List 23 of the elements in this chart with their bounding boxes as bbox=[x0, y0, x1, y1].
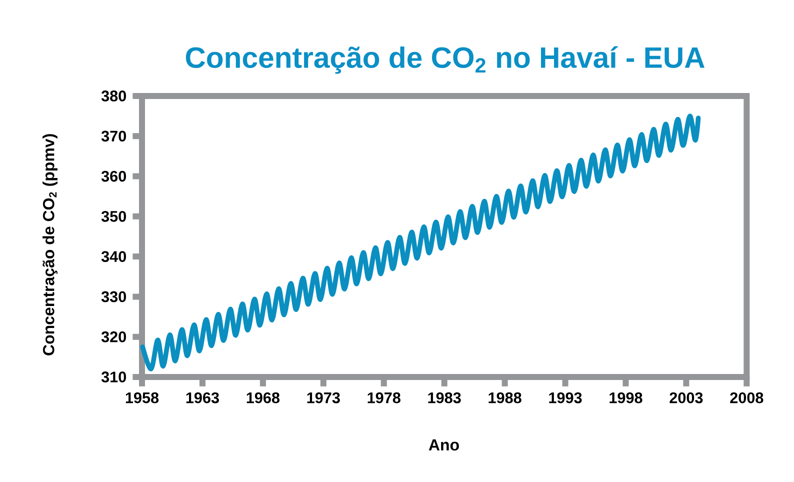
x-tick-label: 1963 bbox=[186, 392, 219, 404]
x-tick-label: 1983 bbox=[428, 392, 461, 404]
line-series bbox=[140, 114, 701, 372]
y-tick-label: 340 bbox=[101, 251, 126, 262]
x-tick-label: 1988 bbox=[488, 392, 522, 404]
x-tick-label: 2003 bbox=[670, 392, 703, 404]
y-axis-title: Concentração de CO$_{2}$ (ppmv) bbox=[42, 134, 58, 356]
x-tick-label: 1958 bbox=[126, 392, 159, 404]
x-tick-label: 1993 bbox=[549, 392, 582, 404]
y-tick-label: 360 bbox=[101, 170, 126, 182]
x-tick-label: 1998 bbox=[610, 392, 642, 404]
x-tick-label: 1978 bbox=[368, 392, 400, 404]
y-tick-label: 380 bbox=[101, 90, 126, 102]
x-tick-label: 2008 bbox=[730, 392, 764, 404]
x-axis-title: Ano bbox=[428, 439, 459, 451]
y-tick-label: 350 bbox=[101, 210, 126, 222]
y-tick-label: 330 bbox=[101, 291, 126, 302]
y-tick-label: 320 bbox=[101, 331, 126, 342]
y-tick-label: 310 bbox=[101, 372, 126, 382]
chart-title: Concentração de CO$_{2}$ no Havaí - EUA bbox=[186, 46, 705, 74]
y-tick-label: 370 bbox=[101, 130, 126, 142]
x-tick-label: 1968 bbox=[246, 392, 280, 404]
x-tick-label: 1973 bbox=[307, 392, 340, 404]
